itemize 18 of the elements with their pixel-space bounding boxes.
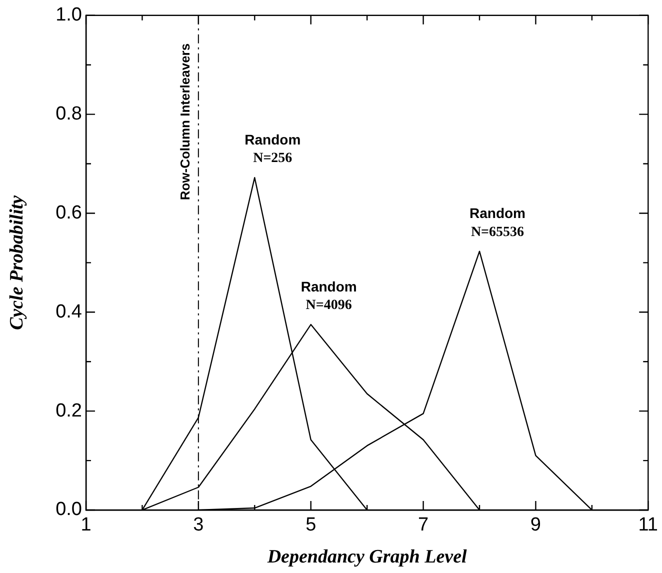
y-tick-label: 0.0 xyxy=(56,499,82,520)
x-tick-label: 11 xyxy=(638,514,658,536)
x-tick-label: 3 xyxy=(193,514,204,536)
annotation: Random N=4096 xyxy=(300,278,357,314)
y-tick-label: 1.0 xyxy=(56,4,82,26)
y-tick-label: 0.4 xyxy=(56,301,82,322)
y-axis-title: Cycle Probability xyxy=(6,194,28,330)
x-tick-label: 1 xyxy=(80,514,92,536)
x-tick-label: 7 xyxy=(418,514,429,536)
annotation: Random N=65536 xyxy=(469,205,526,240)
y-tick-label: 0.6 xyxy=(56,202,82,224)
x-tick-label: 9 xyxy=(530,514,541,536)
x-axis-title: Dependancy Graph Level xyxy=(266,546,468,568)
annotation: Random N=256 xyxy=(244,131,301,166)
ref-line-label: Row-Column Interleavers xyxy=(178,43,193,200)
x-tick-label: 5 xyxy=(306,514,316,536)
y-tick-label: 0.2 xyxy=(56,400,82,422)
y-tick-label: 0.8 xyxy=(56,104,82,125)
